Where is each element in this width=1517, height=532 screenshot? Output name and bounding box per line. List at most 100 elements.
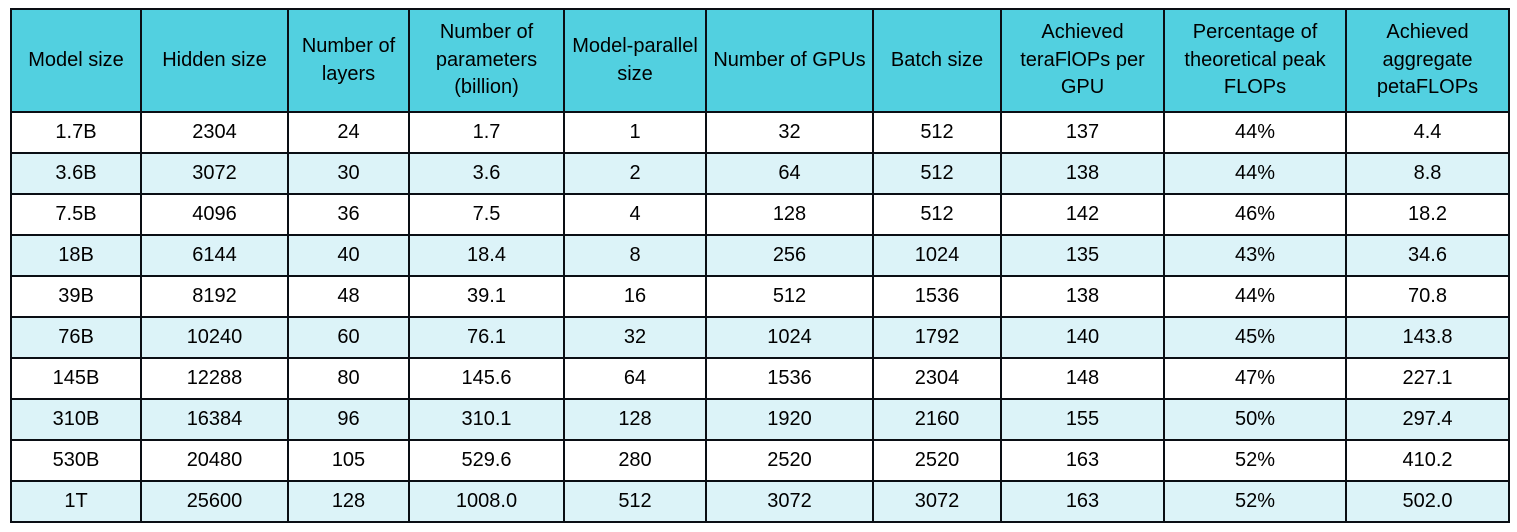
table-cell: 8 bbox=[563, 234, 707, 277]
table-cell: 2 bbox=[563, 152, 707, 195]
table-cell: 1024 bbox=[705, 316, 874, 359]
table-cell: 138 bbox=[1000, 275, 1165, 318]
table-cell: 1.7B bbox=[10, 111, 142, 154]
table-cell: 148 bbox=[1000, 357, 1165, 400]
table-cell: 145.6 bbox=[408, 357, 565, 400]
table-row: 7.5B 4096 36 7.5 4 128 512 142 46% 18.2 bbox=[10, 193, 1510, 236]
table-row: 1.7B 2304 24 1.7 1 32 512 137 44% 4.4 bbox=[10, 111, 1510, 154]
column-header-number-of-gpus: Number of GPUs bbox=[705, 8, 874, 113]
column-header-batch-size: Batch size bbox=[872, 8, 1002, 113]
table-cell: 135 bbox=[1000, 234, 1165, 277]
table-cell: 44% bbox=[1163, 152, 1347, 195]
table-cell: 30 bbox=[287, 152, 410, 195]
table-cell: 12288 bbox=[140, 357, 289, 400]
table-cell: 1536 bbox=[872, 275, 1002, 318]
table-cell: 512 bbox=[563, 480, 707, 523]
table-cell: 1T bbox=[10, 480, 142, 523]
table-row: 145B 12288 80 145.6 64 1536 2304 148 47% 227.1 bbox=[10, 357, 1510, 400]
column-header-number-of-parameters: Number of parameters (billion) bbox=[408, 8, 565, 113]
column-header-model-size: Model size bbox=[10, 8, 142, 113]
model-scaling-table: Model size Hidden size Number of layers … bbox=[10, 8, 1510, 523]
table-cell: 45% bbox=[1163, 316, 1347, 359]
table-cell: 7.5 bbox=[408, 193, 565, 236]
table-cell: 18B bbox=[10, 234, 142, 277]
table-cell: 43% bbox=[1163, 234, 1347, 277]
column-header-achieved-teraflops-per-gpu: Achieved teraFlOPs per GPU bbox=[1000, 8, 1165, 113]
table-cell: 410.2 bbox=[1345, 439, 1510, 482]
table-cell: 44% bbox=[1163, 275, 1347, 318]
table-cell: 64 bbox=[563, 357, 707, 400]
table-row: 18B 6144 40 18.4 8 256 1024 135 43% 34.6 bbox=[10, 234, 1510, 277]
table-cell: 4096 bbox=[140, 193, 289, 236]
table-cell: 3072 bbox=[872, 480, 1002, 523]
table-cell: 280 bbox=[563, 439, 707, 482]
column-header-hidden-size: Hidden size bbox=[140, 8, 289, 113]
table-cell: 2304 bbox=[140, 111, 289, 154]
table-cell: 4 bbox=[563, 193, 707, 236]
table-cell: 47% bbox=[1163, 357, 1347, 400]
table-row: 530B 20480 105 529.6 280 2520 2520 163 52% 410.2 bbox=[10, 439, 1510, 482]
table-cell: 96 bbox=[287, 398, 410, 441]
table-cell: 140 bbox=[1000, 316, 1165, 359]
table-row: 310B 16384 96 310.1 128 1920 2160 155 50% 297.4 bbox=[10, 398, 1510, 441]
table-row: 39B 8192 48 39.1 16 512 1536 138 44% 70.8 bbox=[10, 275, 1510, 318]
table-cell: 512 bbox=[872, 193, 1002, 236]
table-cell: 529.6 bbox=[408, 439, 565, 482]
table-cell: 310B bbox=[10, 398, 142, 441]
column-header-number-of-layers: Number of layers bbox=[287, 8, 410, 113]
table-cell: 512 bbox=[872, 111, 1002, 154]
table-cell: 52% bbox=[1163, 439, 1347, 482]
table-cell: 530B bbox=[10, 439, 142, 482]
table-cell: 128 bbox=[287, 480, 410, 523]
header-row: Model size Hidden size Number of layers … bbox=[10, 8, 1510, 113]
table-cell: 145B bbox=[10, 357, 142, 400]
table-cell: 46% bbox=[1163, 193, 1347, 236]
table-cell: 3072 bbox=[705, 480, 874, 523]
table-cell: 18.4 bbox=[408, 234, 565, 277]
table-cell: 2520 bbox=[705, 439, 874, 482]
table-cell: 128 bbox=[563, 398, 707, 441]
table-cell: 20480 bbox=[140, 439, 289, 482]
table-cell: 1008.0 bbox=[408, 480, 565, 523]
table-cell: 137 bbox=[1000, 111, 1165, 154]
table-cell: 163 bbox=[1000, 439, 1165, 482]
table-cell: 3072 bbox=[140, 152, 289, 195]
table-cell: 32 bbox=[563, 316, 707, 359]
table-cell: 80 bbox=[287, 357, 410, 400]
table-cell: 128 bbox=[705, 193, 874, 236]
table-cell: 24 bbox=[287, 111, 410, 154]
table-cell: 60 bbox=[287, 316, 410, 359]
table-cell: 4.4 bbox=[1345, 111, 1510, 154]
table-cell: 64 bbox=[705, 152, 874, 195]
table-cell: 155 bbox=[1000, 398, 1165, 441]
table-cell: 76B bbox=[10, 316, 142, 359]
table-cell: 7.5B bbox=[10, 193, 142, 236]
table-cell: 227.1 bbox=[1345, 357, 1510, 400]
table-cell: 8.8 bbox=[1345, 152, 1510, 195]
table-cell: 34.6 bbox=[1345, 234, 1510, 277]
table-row: 1T 25600 128 1008.0 512 3072 3072 163 52% 502.0 bbox=[10, 480, 1510, 523]
table-cell: 10240 bbox=[140, 316, 289, 359]
table-cell: 6144 bbox=[140, 234, 289, 277]
table-cell: 36 bbox=[287, 193, 410, 236]
table-cell: 39B bbox=[10, 275, 142, 318]
column-header-percentage-theoretical-peak-flops: Percentage of theoretical peak FLOPs bbox=[1163, 8, 1347, 113]
table-cell: 512 bbox=[872, 152, 1002, 195]
table-cell: 52% bbox=[1163, 480, 1347, 523]
table-cell: 25600 bbox=[140, 480, 289, 523]
table-cell: 3.6 bbox=[408, 152, 565, 195]
table-cell: 76.1 bbox=[408, 316, 565, 359]
table-cell: 16384 bbox=[140, 398, 289, 441]
table-cell: 1.7 bbox=[408, 111, 565, 154]
column-header-model-parallel-size: Model-parallel size bbox=[563, 8, 707, 113]
table-cell: 256 bbox=[705, 234, 874, 277]
table-cell: 2304 bbox=[872, 357, 1002, 400]
table-cell: 105 bbox=[287, 439, 410, 482]
table-cell: 8192 bbox=[140, 275, 289, 318]
table-cell: 70.8 bbox=[1345, 275, 1510, 318]
table-cell: 2520 bbox=[872, 439, 1002, 482]
table-row: 3.6B 3072 30 3.6 2 64 512 138 44% 8.8 bbox=[10, 152, 1510, 195]
table-cell: 1024 bbox=[872, 234, 1002, 277]
table-cell: 297.4 bbox=[1345, 398, 1510, 441]
table-cell: 310.1 bbox=[408, 398, 565, 441]
